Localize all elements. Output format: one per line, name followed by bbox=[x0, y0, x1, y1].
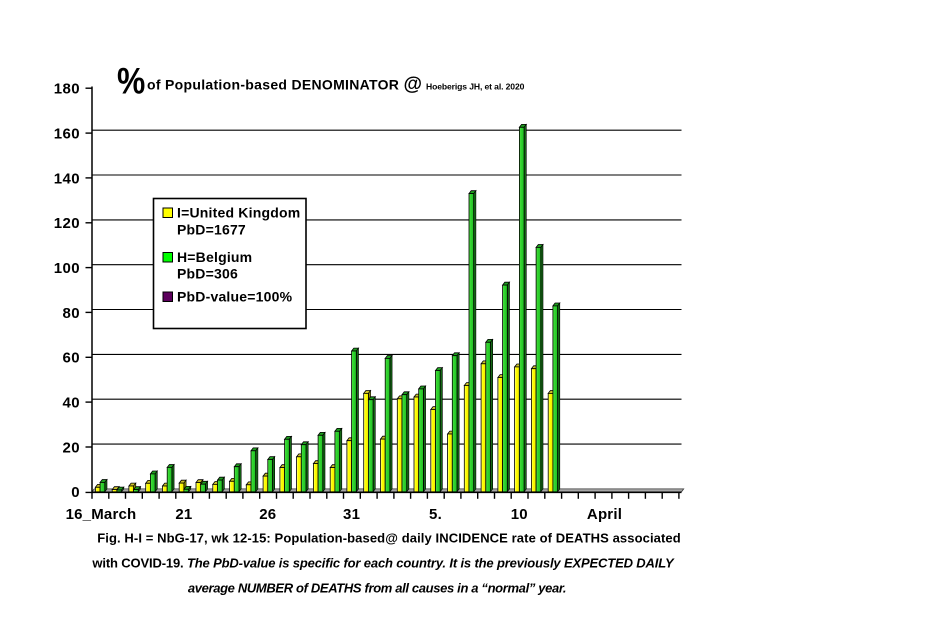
svg-text:100: 100 bbox=[54, 260, 80, 277]
svg-text:16_March: 16_March bbox=[66, 506, 137, 523]
svg-text:120: 120 bbox=[54, 215, 80, 232]
svg-text:I=United Kingdom: I=United Kingdom bbox=[177, 205, 300, 221]
svg-text:Fig. H-I = NbG-17, wk 12-15: P: Fig. H-I = NbG-17, wk 12-15: Population-… bbox=[97, 531, 681, 546]
svg-text:160: 160 bbox=[54, 126, 80, 143]
svg-text:average NUMBER of DEATHS from: average NUMBER of DEATHS from all causes… bbox=[188, 581, 566, 596]
svg-text:21: 21 bbox=[175, 506, 192, 523]
svg-text:31: 31 bbox=[343, 506, 360, 523]
svg-text:H=Belgium: H=Belgium bbox=[177, 249, 252, 265]
svg-text:80: 80 bbox=[63, 305, 81, 322]
svg-text:0: 0 bbox=[71, 484, 80, 501]
svg-text:60: 60 bbox=[63, 350, 81, 367]
svg-text:26: 26 bbox=[259, 506, 276, 523]
svg-text:40: 40 bbox=[63, 395, 81, 412]
svg-text:%: % bbox=[117, 61, 145, 102]
svg-text:5.: 5. bbox=[429, 506, 442, 523]
svg-text:PbD=1677: PbD=1677 bbox=[177, 221, 246, 237]
svg-text:of Population-based DENOMINATO: of Population-based DENOMINATOR bbox=[147, 77, 399, 93]
svg-text:April: April bbox=[587, 506, 622, 523]
svg-text:@: @ bbox=[404, 74, 423, 95]
svg-text:10: 10 bbox=[511, 506, 528, 523]
svg-text:PbD-value=100%: PbD-value=100% bbox=[177, 289, 293, 305]
svg-text:180: 180 bbox=[54, 81, 80, 98]
svg-text:PbD=306: PbD=306 bbox=[177, 266, 238, 282]
svg-text:20: 20 bbox=[63, 439, 81, 456]
svg-text:with COVID-19. The PbD-value i: with COVID-19. The PbD-value is specific… bbox=[91, 556, 675, 571]
svg-text:140: 140 bbox=[54, 170, 80, 187]
svg-text:Hoeberigs JH, et al. 2020: Hoeberigs JH, et al. 2020 bbox=[426, 82, 525, 92]
